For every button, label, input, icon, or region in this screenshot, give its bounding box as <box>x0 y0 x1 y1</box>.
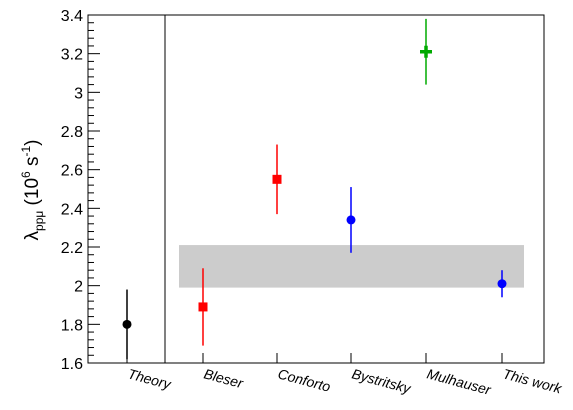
y-axis-subscript: ppμ <box>32 211 46 231</box>
y-tick-label: 2.6 <box>61 163 83 180</box>
data-point-square <box>272 174 282 184</box>
y-tick-label: 1.6 <box>61 356 83 373</box>
y-axis-title: λppμ (106 s-1) <box>19 140 46 241</box>
ticks-layer: 1.6 1.8 2 2.2 2.4 2.6 2.8 3 3.2 3.4 <box>61 8 503 373</box>
y-tick-label: 3 <box>74 85 83 102</box>
y-axis-close: ) <box>22 140 43 146</box>
axes-layer <box>87 14 545 364</box>
y-axis-exponent-1: 6 <box>19 171 33 178</box>
y-tick-label: 1.8 <box>61 317 83 334</box>
y-tick-label: 2.4 <box>61 201 83 218</box>
y-axis-unit: s <box>22 157 43 172</box>
data-point-circle <box>497 279 507 289</box>
data-point-cross <box>420 45 432 58</box>
points-layer <box>122 18 507 360</box>
y-axis-open: (10 <box>22 178 43 211</box>
data-point-square <box>198 302 208 312</box>
y-tick-label: 2.2 <box>61 240 83 257</box>
y-tick-label: 2 <box>74 279 83 296</box>
plot-frame <box>87 14 545 364</box>
data-point-circle <box>346 215 356 225</box>
y-tick-label: 3.2 <box>61 47 83 64</box>
data-point-circle <box>122 319 132 329</box>
y-axis-exponent-2: -1 <box>19 146 33 157</box>
y-axis-symbol: λ <box>22 230 43 240</box>
y-tick-label: 2.8 <box>61 124 83 141</box>
y-tick-label: 3.4 <box>61 8 83 25</box>
